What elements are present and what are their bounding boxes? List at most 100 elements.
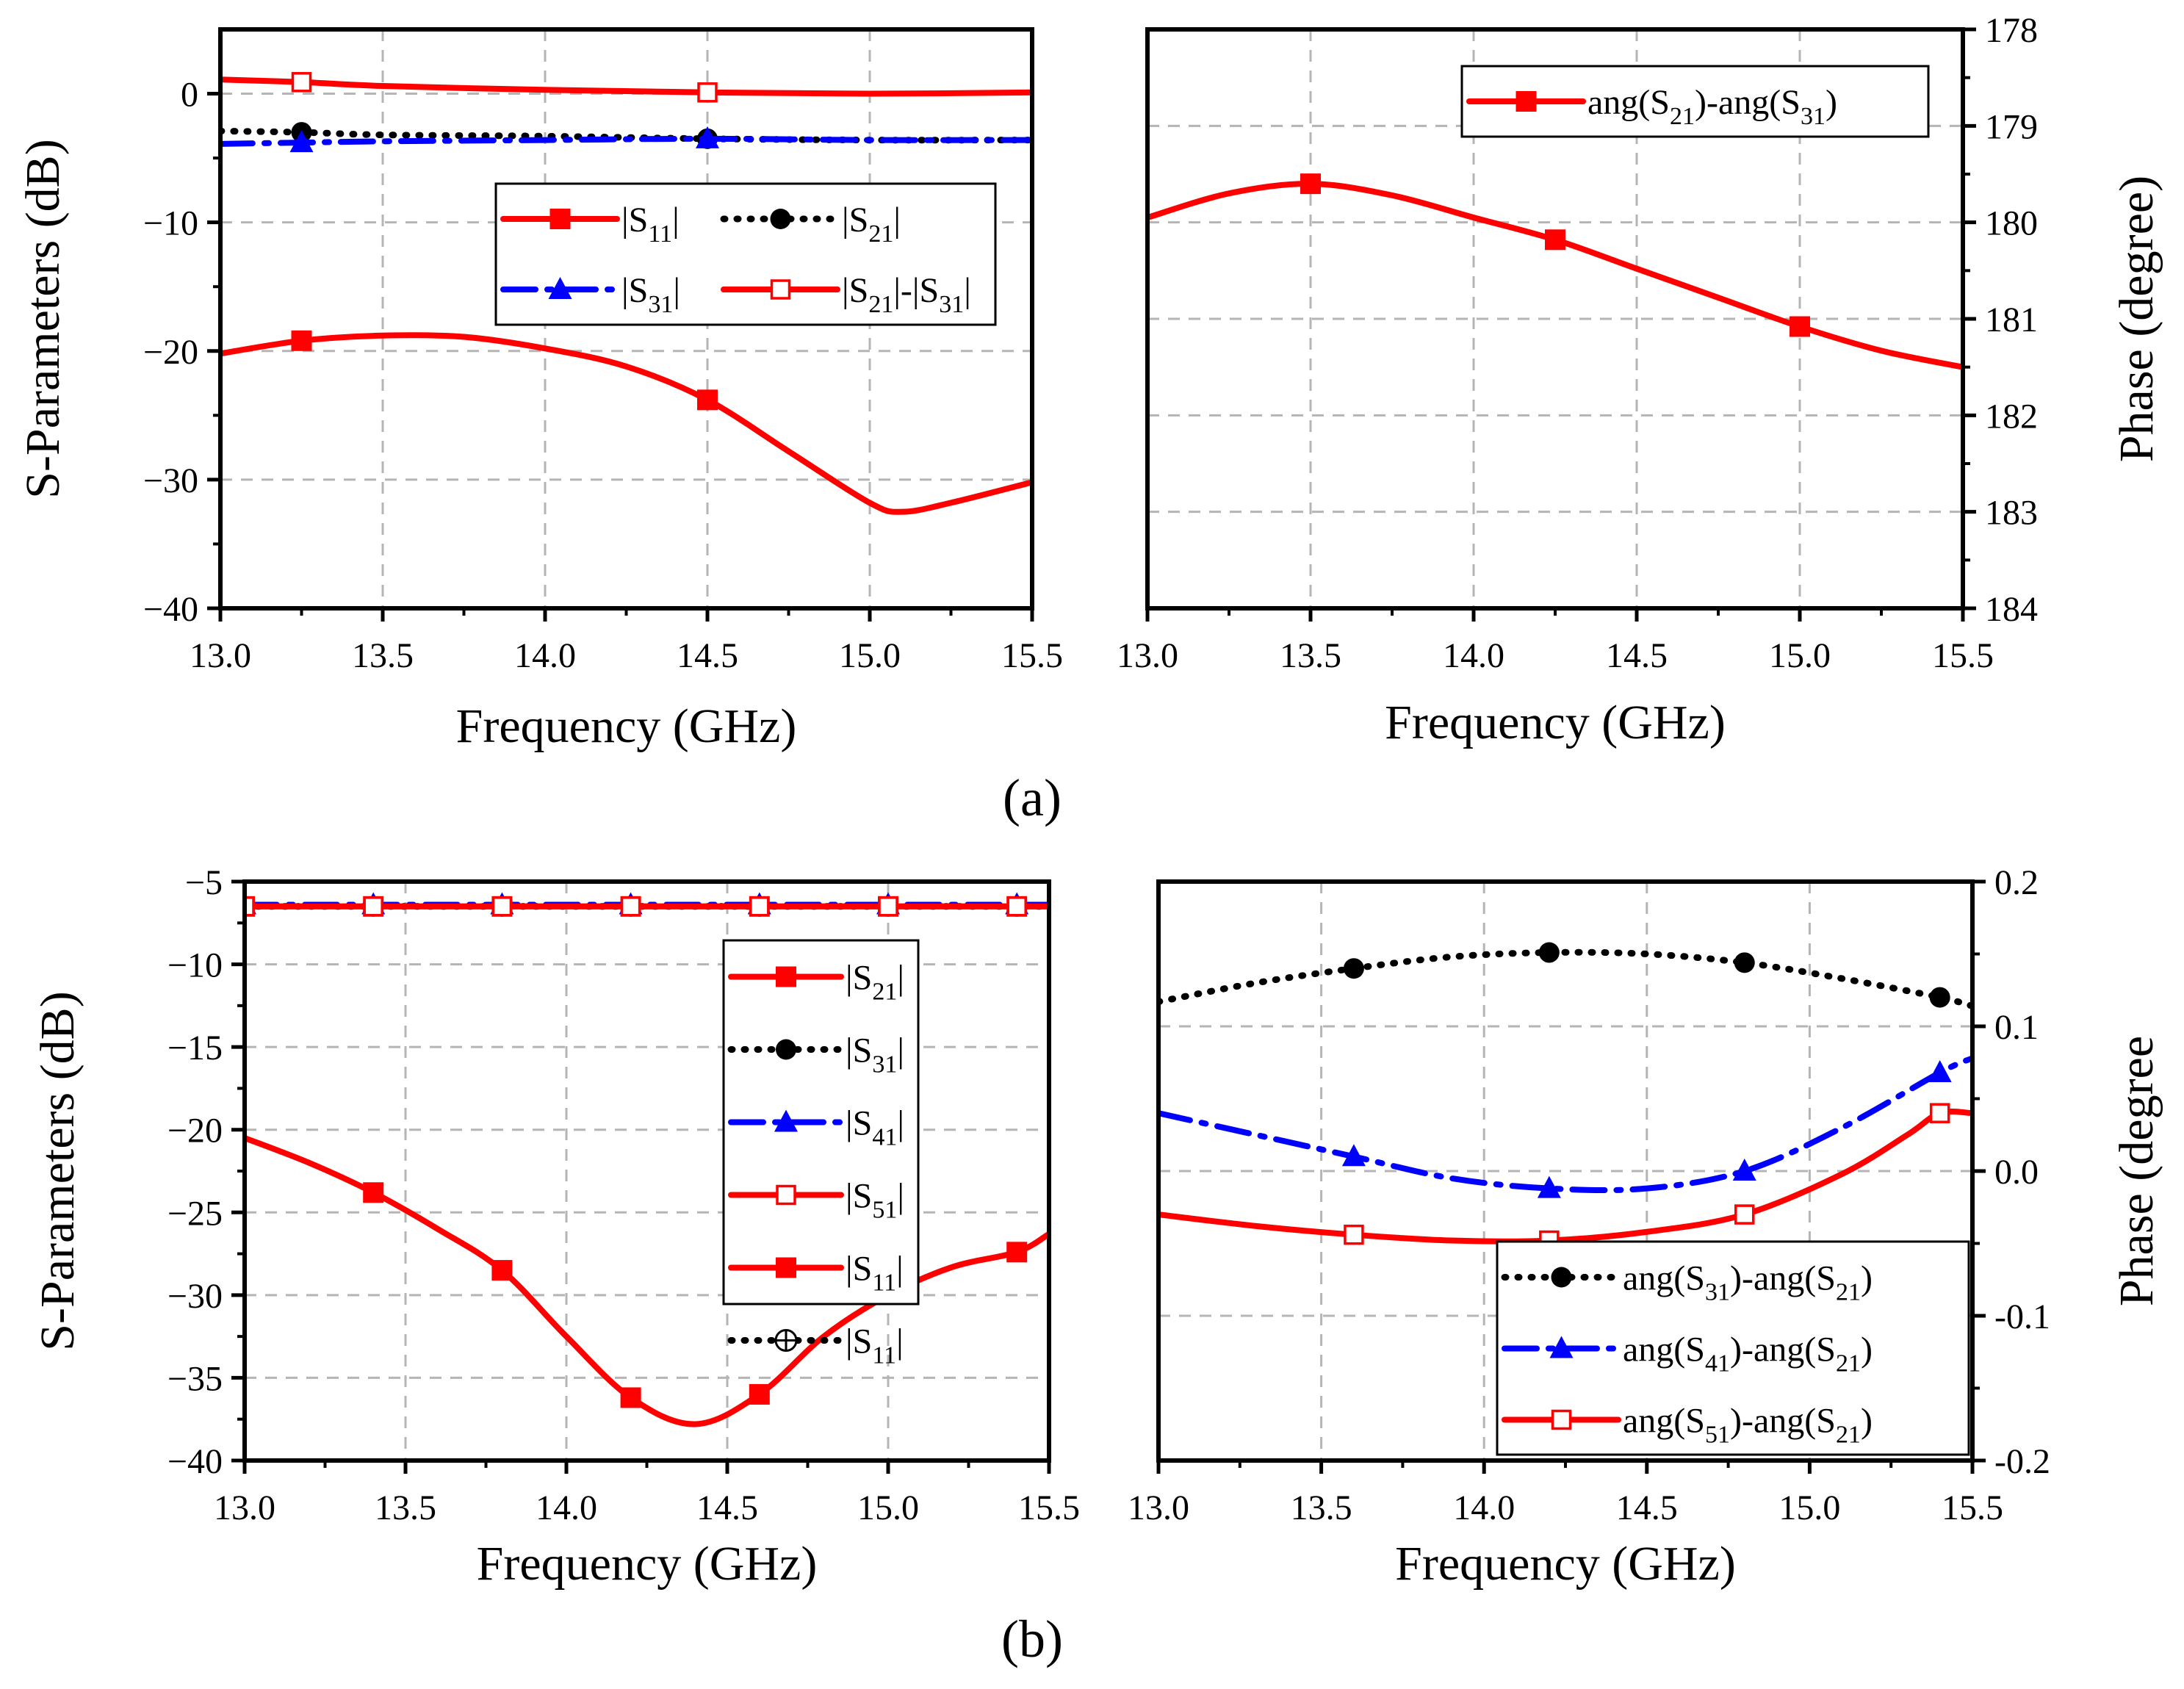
ticks: 13.0 13.5 14.0 14.5 15.0 15.5 0 −10 −20 −30 −40 (143, 76, 1063, 675)
x-tick-label: 14.5 (1606, 636, 1668, 675)
x-axis-label: Frequency (GHz) (1385, 696, 1726, 749)
x-tick-label: 14.5 (1616, 1488, 1678, 1527)
chart-a-left: 13.0 13.5 14.0 14.5 15.0 15.5 0 −10 −20 −30 −40 Fre… (16, 27, 1063, 753)
series-3-marker-6 (1006, 896, 1027, 917)
series-2-marker-1 (696, 126, 719, 148)
y-tick-label: −30 (143, 461, 198, 500)
series-group (1147, 173, 1963, 370)
y-tick-label: 179 (1985, 107, 2038, 146)
x-tick-label: 15.5 (1942, 1488, 2003, 1527)
x-tick-label: 13.0 (214, 1488, 275, 1527)
x-tick-label: 15.0 (1769, 636, 1831, 675)
x-tick-label: 15.5 (1018, 1488, 1080, 1527)
x-tick-label: 15.5 (1932, 636, 1994, 675)
y-tick-label: −10 (167, 946, 223, 985)
y-tick-label: −35 (167, 1359, 223, 1398)
y-tick-label: −25 (167, 1194, 223, 1233)
series-line-1 (220, 127, 1032, 144)
legend-label: |S31| (846, 1031, 904, 1078)
y-tick-label: −5 (185, 863, 223, 902)
legend-label: |S11| (621, 201, 680, 248)
caption-a: (a) (1003, 768, 1062, 827)
series-2-marker-0 (289, 130, 314, 153)
x-tick-label: 15.5 (1001, 636, 1063, 675)
y-tick-label: -0.2 (1994, 1442, 2050, 1481)
legend-label: ang(S21)-ang(S31) (1587, 83, 1837, 130)
series-0-marker-2 (1734, 952, 1755, 973)
y-tick-label: 0 (181, 76, 198, 115)
legend-label: |S11| (846, 1250, 904, 1297)
legend-label: |S31| (621, 271, 680, 318)
y-tick-label: 180 (1985, 204, 2038, 243)
legend-swatch-marker (1551, 1409, 1572, 1430)
series-2-marker-0 (1344, 1224, 1364, 1245)
series-4-marker-0 (363, 1182, 384, 1203)
legend: |S11| |S21| |S31| |S21|-|S31| (494, 182, 997, 326)
y-tick-label: −15 (167, 1029, 223, 1067)
x-tick-label: 13.0 (1117, 636, 1178, 675)
x-tick-label: 14.0 (536, 1488, 597, 1527)
series-1-marker-3 (1928, 1060, 1952, 1083)
legend-swatch-marker (776, 1257, 796, 1278)
y-tick-label: −30 (167, 1277, 223, 1316)
legend-swatch-marker (776, 966, 796, 987)
y-tick-label: 178 (1985, 11, 2038, 50)
caption-b: (b) (1001, 1610, 1063, 1668)
legend-swatch-marker (774, 1329, 798, 1352)
legend-label: ang(S41)-ang(S21) (1623, 1330, 1873, 1378)
legend-swatch-marker (1551, 1267, 1572, 1288)
legend-label: |S41| (846, 1104, 904, 1151)
legend-swatch-marker (1516, 91, 1537, 112)
x-tick-label: 13.5 (352, 636, 414, 675)
series-line-2 (220, 135, 1032, 147)
y-tick-label: −40 (167, 1442, 223, 1481)
y-tick-label: −40 (143, 590, 198, 629)
y-tick-label: −10 (143, 204, 198, 243)
legend-swatch-marker (774, 1109, 798, 1132)
y-tick-label: −20 (167, 1112, 223, 1150)
series-3-marker-5 (878, 896, 898, 917)
legend-label: |S51| (846, 1177, 904, 1224)
series-3-marker-3 (620, 896, 641, 917)
y-axis-label: S-Parameters (dB) (31, 991, 84, 1350)
x-tick-label: 15.0 (1778, 1488, 1840, 1527)
series-group (245, 892, 1049, 1427)
y-tick-label: 0.1 (1994, 1008, 2039, 1047)
series-line-0 (1158, 948, 1972, 1009)
series-0-marker-3 (1929, 987, 1950, 1008)
legend-swatch-marker (548, 277, 572, 299)
legend: |S21| |S31| |S41| |S51| |S11| |S11| (722, 939, 920, 1369)
chart-a-right: 13.0 13.5 14.0 14.5 15.0 15.5 178 179 180 181 182 1… (1117, 11, 2163, 749)
series-0-marker-1 (697, 389, 718, 411)
legend-swatch-marker (776, 1039, 796, 1060)
x-tick-label: 13.5 (1291, 1488, 1352, 1527)
y-tick-label: 181 (1985, 300, 2038, 339)
y-tick-label: 0.0 (1994, 1153, 2039, 1192)
series-4-marker-2 (620, 1387, 641, 1408)
x-axis-label: Frequency (GHz) (456, 699, 797, 753)
x-axis-label: Frequency (GHz) (477, 1537, 818, 1591)
y-tick-label: 0.2 (1994, 863, 2039, 902)
series-1-marker-2 (1732, 1159, 1756, 1181)
legend-swatch-marker (770, 209, 791, 229)
series-2-marker-3 (1929, 1103, 1950, 1123)
series-0-marker-2 (1790, 316, 1810, 337)
legend-swatch-marker (1549, 1336, 1574, 1358)
series-4-marker-1 (491, 1260, 513, 1281)
y-tick-label: -0.1 (1994, 1297, 2050, 1336)
legend-box (494, 182, 997, 326)
series-2-marker-2 (1734, 1204, 1755, 1225)
legend-swatch-marker (549, 209, 571, 229)
x-axis-label: Frequency (GHz) (1395, 1537, 1736, 1591)
series-0-marker-0 (291, 330, 312, 351)
y-tick-label: 183 (1985, 494, 2038, 533)
x-tick-label: 15.0 (839, 636, 901, 675)
chart-b-right: 13.0 13.5 14.0 14.5 15.0 15.5 0.2 0.1 0.0 -0.1 -0.… (1128, 863, 2163, 1591)
series-4-marker-4 (1006, 1242, 1028, 1263)
series-0-marker-1 (1545, 229, 1565, 251)
y-tick-label: −20 (143, 333, 198, 372)
legend-label: |S21| (842, 201, 901, 248)
ticks: 13.0 13.5 14.0 14.5 15.0 15.5 −5 −10 −15 −20 −25 −3… (167, 863, 1080, 1527)
x-tick-label: 14.0 (1453, 1488, 1515, 1527)
